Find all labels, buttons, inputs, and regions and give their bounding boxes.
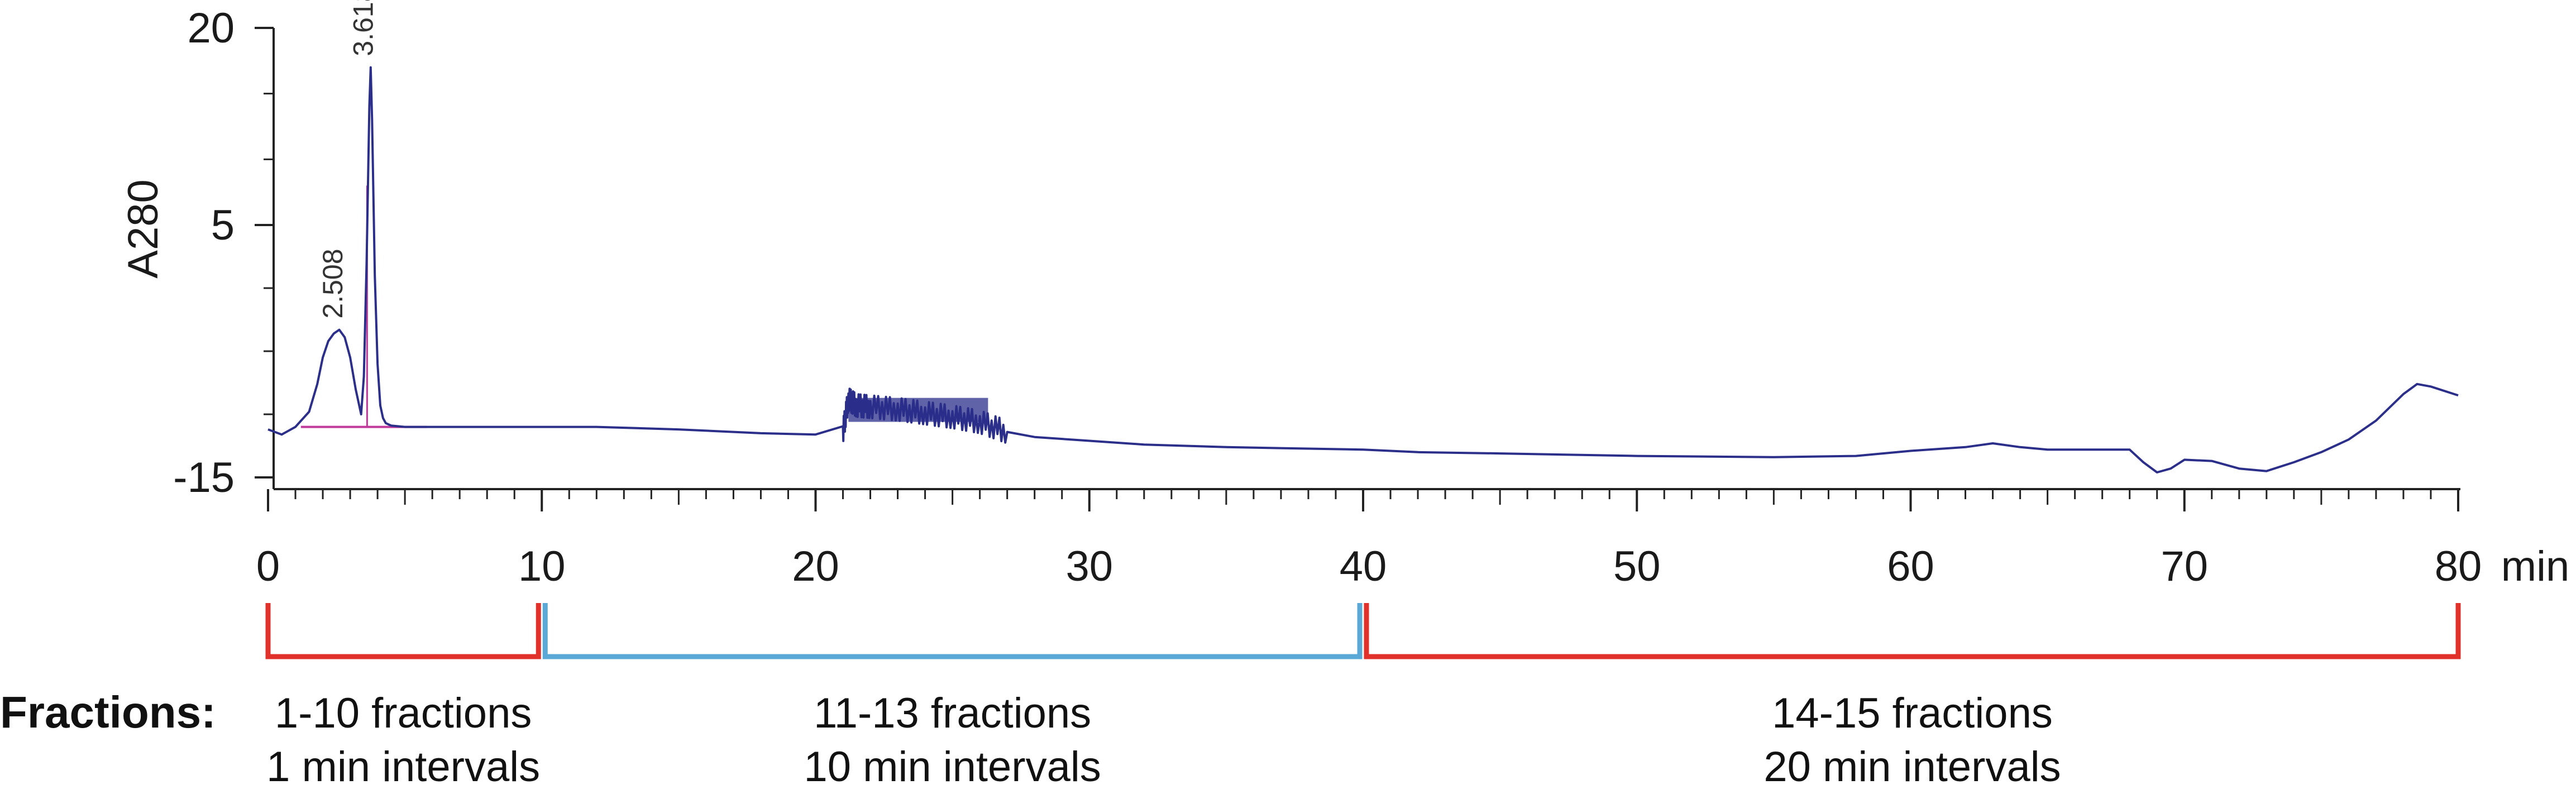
- fraction-bracket: [265, 603, 541, 659]
- x-tick-label: 30: [1065, 543, 1113, 590]
- series-layer: [267, 66, 2459, 473]
- fraction-label-line1: 14-15 fractions: [1772, 690, 2053, 737]
- fraction-bracket: [542, 603, 1363, 659]
- x-tick-label: 60: [1887, 543, 1934, 590]
- noise-band: [848, 398, 988, 422]
- x-tick-label: 40: [1340, 543, 1387, 590]
- y-tick-label: -15: [173, 454, 235, 501]
- x-tick-label: 0: [256, 543, 280, 590]
- x-tick-label: 70: [2161, 543, 2208, 590]
- fraction-label-line2: 1 min intervals: [266, 743, 541, 791]
- fraction-brackets: [265, 603, 2461, 659]
- peak-label: 2.508: [317, 248, 348, 318]
- fraction-bracket: [1364, 603, 2461, 659]
- y-tick-label: 5: [211, 202, 235, 249]
- series-line-0: [267, 66, 2459, 473]
- x-tick-label: 20: [792, 543, 839, 590]
- x-axis-unit: min: [2501, 543, 2569, 590]
- peak-label: 3.618: [347, 0, 379, 56]
- y-tick-label: 20: [187, 4, 235, 52]
- x-tick-label: 50: [1613, 543, 1661, 590]
- fraction-label-line1: 1-10 fractions: [274, 690, 532, 737]
- x-tick-label: 80: [2435, 543, 2482, 590]
- axes: 20 5 -15 A280 0 10 20 30 40 50 60 70 80 min: [120, 4, 2569, 590]
- x-tick-label: 10: [518, 543, 566, 590]
- fractions-heading: Fractions:: [0, 687, 216, 737]
- fraction-label-line2: 10 min intervals: [804, 743, 1101, 791]
- fraction-label-line2: 20 min intervals: [1763, 743, 2061, 791]
- fraction-label-line1: 11-13 fractions: [814, 690, 1092, 737]
- y-axis-label: A280: [120, 179, 167, 279]
- peak-annotations: 2.508 3.618: [317, 0, 379, 319]
